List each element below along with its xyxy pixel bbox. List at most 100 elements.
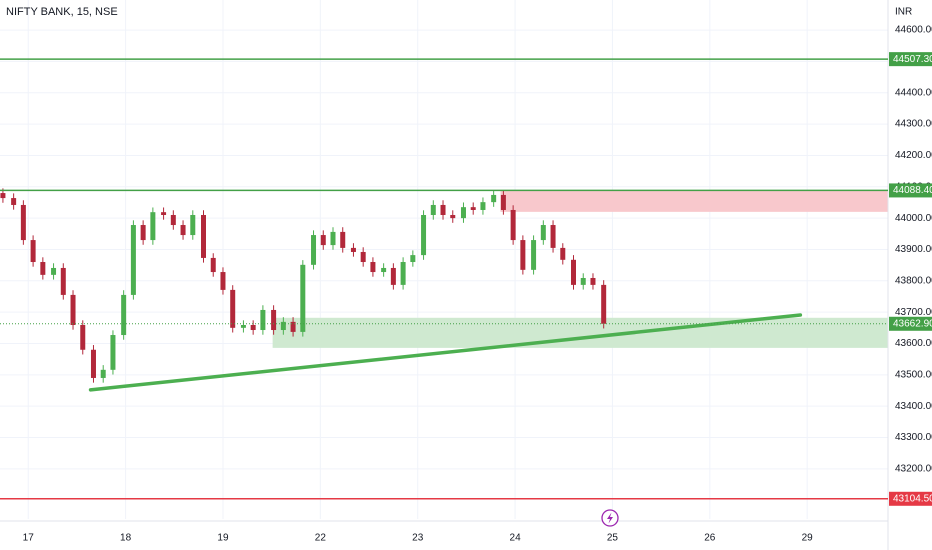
- candle-body: [51, 267, 57, 275]
- candle-body: [381, 267, 387, 273]
- candle-body: [601, 284, 607, 324]
- candle-body: [510, 209, 516, 241]
- x-tick-label: 26: [704, 533, 716, 544]
- candle-body: [230, 289, 236, 328]
- y-tick-label: 43300.00: [895, 432, 932, 443]
- plot-area: [0, 188, 888, 392]
- candle-body: [250, 325, 256, 331]
- y-tick-label: 43400.00: [895, 401, 932, 412]
- y-tick-label: 44300.00: [895, 119, 932, 130]
- y-tick-label: 44400.00: [895, 87, 932, 98]
- candle-body: [350, 247, 356, 252]
- candle-body: [571, 259, 576, 285]
- candle-body: [590, 277, 596, 285]
- y-tick-label: 44200.00: [895, 150, 932, 161]
- chart-title: NIFTY BANK, 15, NSE: [6, 6, 118, 18]
- y-tick-label: 43800.00: [895, 275, 932, 286]
- candle-body: [340, 231, 346, 248]
- candle-body: [311, 235, 317, 265]
- candle-body: [20, 204, 26, 241]
- candle-body: [390, 267, 396, 285]
- candle-body: [421, 214, 427, 256]
- candle-body: [460, 207, 466, 219]
- y-tick-label: 44000.00: [895, 213, 932, 224]
- candle-body: [290, 321, 296, 332]
- candle-body: [360, 251, 366, 263]
- candle-body: [320, 235, 326, 246]
- candle-body: [70, 294, 76, 326]
- x-tick-label: 24: [510, 533, 522, 544]
- candle-body: [300, 264, 306, 332]
- candle-body: [240, 325, 246, 328]
- x-tick-label: 23: [412, 533, 424, 544]
- candle-body: [150, 212, 156, 241]
- candle-body: [450, 214, 456, 219]
- candle-body: [271, 309, 277, 331]
- candle-body: [100, 369, 106, 378]
- level-label-box: [889, 183, 932, 198]
- candle-body: [410, 255, 416, 263]
- candle-body: [280, 321, 286, 331]
- last-price-box: [889, 316, 932, 331]
- zone: [272, 317, 888, 348]
- trendline: [88, 313, 803, 392]
- y-tick-label: 43900.00: [895, 244, 932, 255]
- candle-body: [30, 240, 36, 263]
- x-tick-label: 25: [607, 533, 619, 544]
- candle-body: [180, 225, 186, 236]
- candle-body: [580, 277, 586, 285]
- level-label: 44507.30: [893, 54, 932, 65]
- y-tick-label: 43700.00: [895, 307, 932, 318]
- candle-body: [0, 193, 6, 199]
- level-label: 43104.50: [893, 493, 932, 504]
- x-tick-label: 17: [23, 533, 35, 544]
- candle-body: [370, 262, 376, 273]
- candle-body: [210, 257, 216, 273]
- candle-body: [440, 204, 446, 215]
- x-tick-label: 19: [217, 533, 229, 544]
- y-tick-label: 43200.00: [895, 463, 932, 474]
- candle-body: [110, 335, 116, 370]
- x-tick-label: 29: [802, 533, 814, 544]
- y-tick-label: 43600.00: [895, 338, 932, 349]
- candle-body: [430, 204, 436, 215]
- y-tick-label: 43500.00: [895, 369, 932, 380]
- candle-body: [491, 194, 497, 203]
- candle-body: [330, 231, 336, 246]
- y-tick-label: 44600.00: [895, 25, 932, 36]
- candle-body: [260, 309, 266, 331]
- zone: [500, 190, 888, 212]
- grid: [0, 0, 888, 519]
- candle-body: [560, 247, 566, 260]
- candle-body: [60, 267, 66, 295]
- axis-unit: INR: [895, 7, 912, 18]
- candle-body: [170, 214, 176, 226]
- level-label-box: [889, 52, 932, 67]
- candle-body: [540, 225, 546, 241]
- candle-body: [220, 272, 226, 290]
- level-label-box: [889, 491, 932, 506]
- level-label: 44088.40: [893, 185, 932, 196]
- candle-body: [130, 225, 136, 295]
- candle-body: [500, 194, 506, 210]
- candle-body: [40, 262, 46, 275]
- candle-body: [121, 294, 127, 336]
- candle-body: [531, 240, 537, 270]
- candle-body: [480, 202, 486, 210]
- candle-body: [140, 225, 146, 241]
- candle-body: [470, 207, 476, 210]
- candle-body: [11, 198, 17, 205]
- candle-body: [520, 240, 526, 270]
- x-tick-label: 18: [120, 533, 132, 544]
- candle-body: [80, 325, 86, 350]
- candle-body: [201, 214, 206, 258]
- candle-body: [161, 212, 167, 215]
- x-tick-label: 22: [315, 533, 327, 544]
- candle-body: [190, 214, 196, 236]
- last-price-label: 43662.90: [893, 318, 932, 329]
- lightning-icon[interactable]: [601, 509, 619, 527]
- candle-body: [400, 262, 406, 285]
- candle-body: [550, 225, 556, 248]
